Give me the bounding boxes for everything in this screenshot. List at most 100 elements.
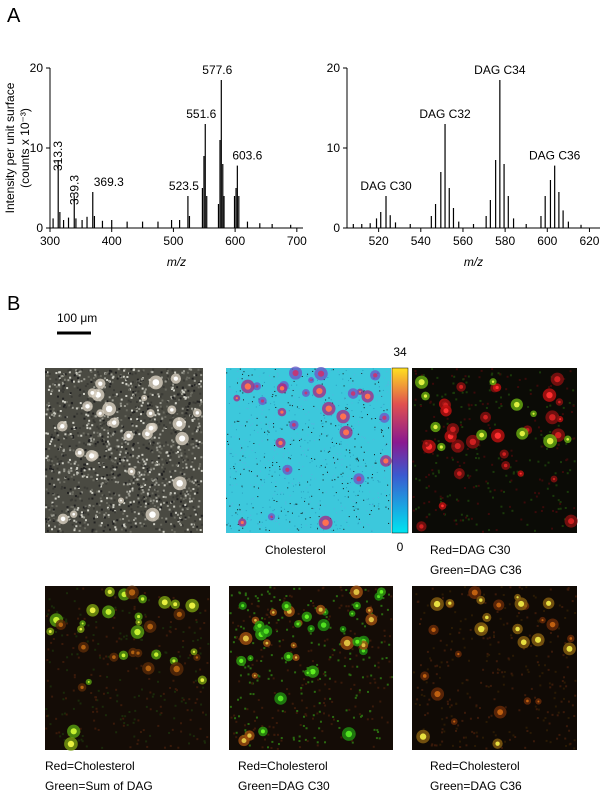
grain [386, 409, 388, 411]
grain [331, 527, 333, 529]
grain [308, 448, 310, 450]
grain [542, 436, 545, 439]
grain [199, 392, 202, 395]
grain [99, 674, 102, 677]
grain [176, 386, 179, 389]
grain [131, 385, 134, 388]
grain [51, 649, 54, 652]
grain [321, 530, 323, 532]
grain [190, 391, 193, 394]
grain [326, 471, 328, 473]
grain [159, 445, 162, 448]
grain [291, 396, 293, 398]
grain [253, 396, 255, 398]
grain [124, 368, 127, 371]
grain [184, 494, 187, 497]
grain [362, 388, 364, 390]
y-tick-label: 0 [333, 221, 340, 235]
grain [462, 637, 465, 640]
grain [148, 466, 151, 469]
grain [133, 638, 136, 641]
grain [264, 467, 266, 469]
grain [357, 522, 359, 524]
grain [169, 475, 172, 478]
grain [48, 404, 51, 407]
grain [158, 451, 161, 454]
grain [182, 498, 185, 501]
grain [157, 517, 160, 520]
grain [106, 445, 109, 448]
grain [156, 449, 159, 452]
grain [46, 455, 49, 458]
grain [131, 411, 134, 414]
grain [297, 379, 299, 381]
grain [345, 709, 348, 712]
grain [256, 605, 259, 608]
grain [570, 411, 573, 414]
grain [486, 655, 489, 658]
grain [283, 493, 285, 495]
grain [336, 528, 338, 530]
grain [287, 487, 289, 489]
grain [116, 411, 119, 414]
grain [96, 371, 99, 374]
grain [331, 648, 334, 651]
grain [255, 716, 258, 719]
grain [128, 479, 131, 482]
grain [446, 456, 449, 459]
grain [140, 464, 143, 467]
grain [165, 520, 168, 523]
grain [479, 399, 482, 402]
grain [58, 523, 61, 526]
grain [258, 675, 261, 678]
grain [298, 740, 301, 743]
grain [63, 435, 66, 438]
grain [438, 666, 441, 669]
grain [200, 431, 203, 434]
spot [58, 622, 64, 627]
grain [144, 505, 147, 508]
grain [320, 412, 322, 414]
grain [545, 447, 548, 450]
grain [93, 431, 96, 434]
grain [563, 676, 566, 679]
grain [309, 462, 311, 464]
grain [365, 465, 367, 467]
grain [253, 710, 256, 713]
grain [567, 587, 570, 590]
grain [55, 717, 58, 720]
grain [97, 642, 100, 645]
grain [290, 454, 292, 456]
grain [525, 665, 528, 668]
grain [104, 400, 107, 403]
grain [87, 522, 90, 525]
spot [496, 602, 502, 608]
grain [231, 491, 233, 493]
grain [273, 423, 275, 425]
grain [357, 433, 359, 435]
grain [158, 528, 161, 531]
spot [546, 600, 552, 606]
grain [124, 450, 127, 453]
grain [180, 524, 183, 527]
grain [168, 483, 171, 486]
grain [182, 467, 185, 470]
grain [352, 454, 354, 456]
spot [172, 659, 176, 663]
grain [256, 513, 258, 515]
grain [90, 443, 93, 446]
grain [191, 432, 194, 435]
grain [324, 448, 326, 450]
grain [437, 471, 440, 474]
grain [71, 506, 74, 509]
grain [180, 730, 183, 733]
grain [295, 645, 298, 648]
grain [549, 588, 552, 591]
grain [466, 474, 469, 477]
grain [106, 474, 109, 477]
grain [443, 730, 446, 733]
grain [264, 416, 266, 418]
grain [257, 600, 260, 603]
grain [83, 469, 86, 472]
grain [119, 402, 122, 405]
